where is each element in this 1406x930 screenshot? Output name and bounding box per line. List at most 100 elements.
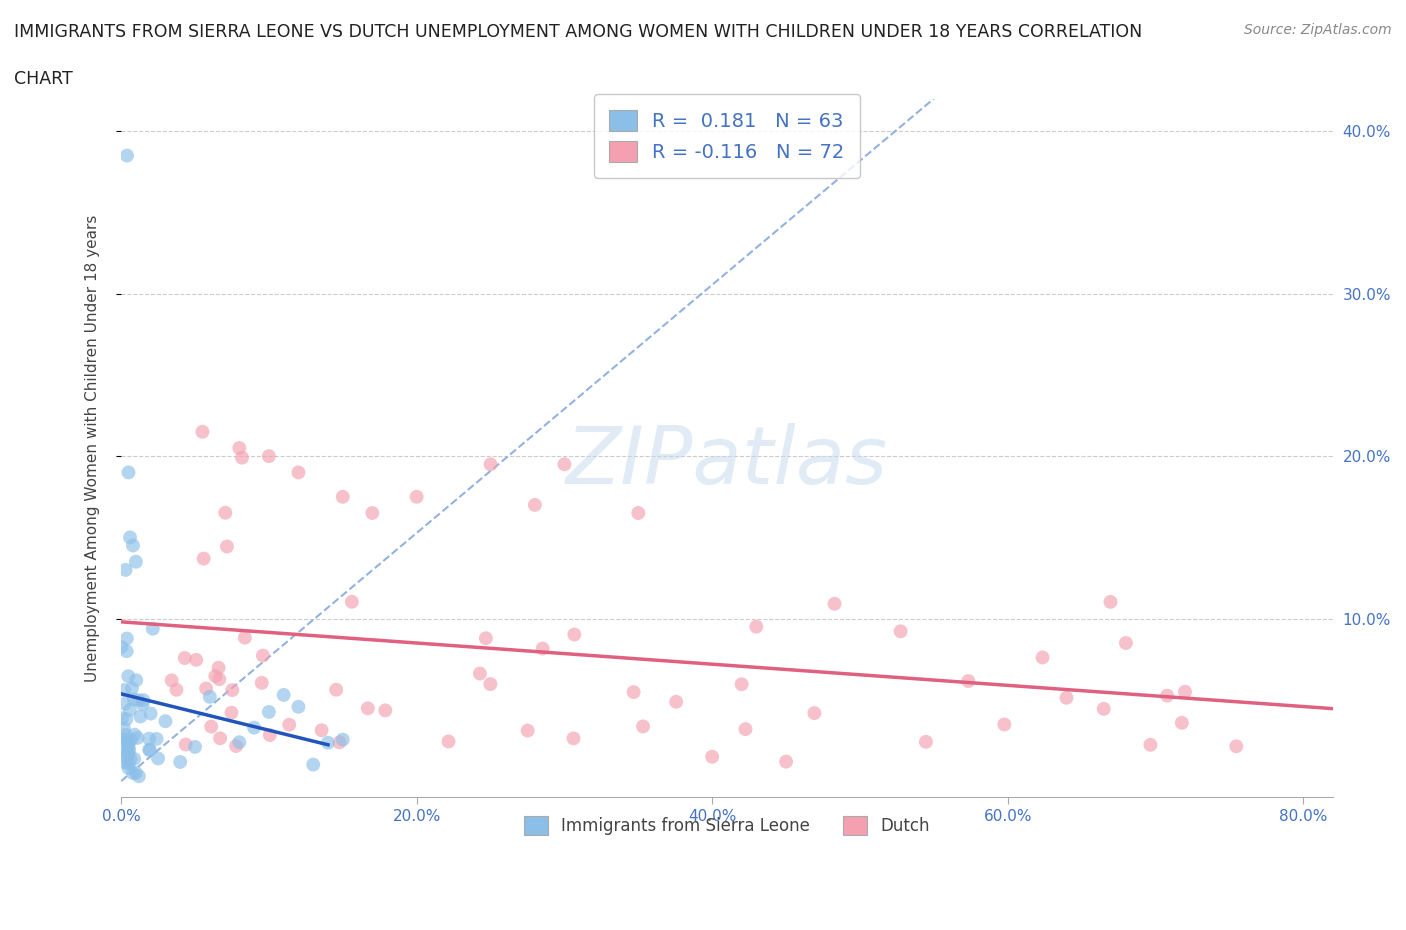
Point <box>127 693 149 708</box>
Point <box>208 671 231 686</box>
Point <box>730 677 752 692</box>
Point <box>165 683 187 698</box>
Point <box>259 727 281 742</box>
Point <box>111 732 134 747</box>
Point <box>115 733 138 748</box>
Point <box>325 683 347 698</box>
Text: CHART: CHART <box>14 70 73 87</box>
Point <box>129 709 152 724</box>
Point <box>1032 650 1054 665</box>
Point <box>553 457 575 472</box>
Point <box>111 711 134 725</box>
Point <box>278 717 301 732</box>
Point <box>890 624 912 639</box>
Point <box>824 596 846 611</box>
Point <box>405 489 427 504</box>
Point <box>531 641 554 656</box>
Point <box>225 738 247 753</box>
Point <box>361 506 384 521</box>
Point <box>142 621 165 636</box>
Point <box>475 631 498 645</box>
Point <box>114 697 136 711</box>
Point <box>328 735 350 750</box>
Point <box>1225 738 1247 753</box>
Point <box>734 722 756 737</box>
Point <box>957 673 980 688</box>
Point <box>112 721 135 736</box>
Point <box>702 750 724 764</box>
Point <box>114 755 136 770</box>
Point <box>112 741 135 756</box>
Point <box>117 744 139 759</box>
Point <box>357 701 380 716</box>
Point <box>118 743 141 758</box>
Point <box>745 619 768 634</box>
Point <box>155 713 177 728</box>
Y-axis label: Unemployment Among Women with Children Under 18 years: Unemployment Among Women with Children U… <box>86 214 100 682</box>
Point <box>257 448 280 463</box>
Point <box>243 720 266 735</box>
Point <box>562 731 585 746</box>
Point <box>138 742 160 757</box>
Point <box>146 751 169 765</box>
Text: Source: ZipAtlas.com: Source: ZipAtlas.com <box>1244 23 1392 37</box>
Point <box>479 677 502 692</box>
Point <box>1174 684 1197 699</box>
Point <box>169 754 191 769</box>
Point <box>564 627 586 642</box>
Point <box>250 675 273 690</box>
Point <box>1156 688 1178 703</box>
Point <box>122 765 145 780</box>
Point <box>122 692 145 707</box>
Point <box>125 554 148 569</box>
Point <box>516 724 538 738</box>
Point <box>117 756 139 771</box>
Point <box>115 631 138 646</box>
Point <box>1115 635 1137 650</box>
Text: ZIPatlas: ZIPatlas <box>565 423 889 501</box>
Point <box>115 644 138 658</box>
Point <box>131 697 153 711</box>
Point <box>125 765 148 780</box>
Point <box>117 761 139 776</box>
Point <box>138 731 160 746</box>
Point <box>112 683 135 698</box>
Point <box>221 705 243 720</box>
Point <box>114 563 136 578</box>
Point <box>209 731 232 746</box>
Point <box>221 683 243 698</box>
Point <box>1099 594 1122 609</box>
Point <box>332 732 354 747</box>
Point <box>118 530 141 545</box>
Point <box>117 669 139 684</box>
Point <box>287 699 309 714</box>
Point <box>117 465 139 480</box>
Point <box>993 717 1015 732</box>
Point <box>523 498 546 512</box>
Point <box>115 148 138 163</box>
Point <box>302 757 325 772</box>
Point <box>120 732 142 747</box>
Point <box>311 723 333 737</box>
Point <box>215 539 238 554</box>
Point <box>803 706 825 721</box>
Point <box>115 711 138 726</box>
Point <box>228 441 250 456</box>
Point <box>204 669 226 684</box>
Point <box>631 719 654 734</box>
Point <box>198 689 221 704</box>
Point <box>195 681 218 696</box>
Point <box>160 673 183 688</box>
Point <box>124 727 146 742</box>
Point <box>174 737 197 752</box>
Point <box>132 693 155 708</box>
Point <box>228 735 250 750</box>
Point <box>233 631 256 645</box>
Point <box>120 751 142 766</box>
Point <box>139 706 162 721</box>
Point <box>186 653 208 668</box>
Point <box>775 754 797 769</box>
Point <box>437 734 460 749</box>
Point <box>374 703 396 718</box>
Point <box>207 660 229 675</box>
